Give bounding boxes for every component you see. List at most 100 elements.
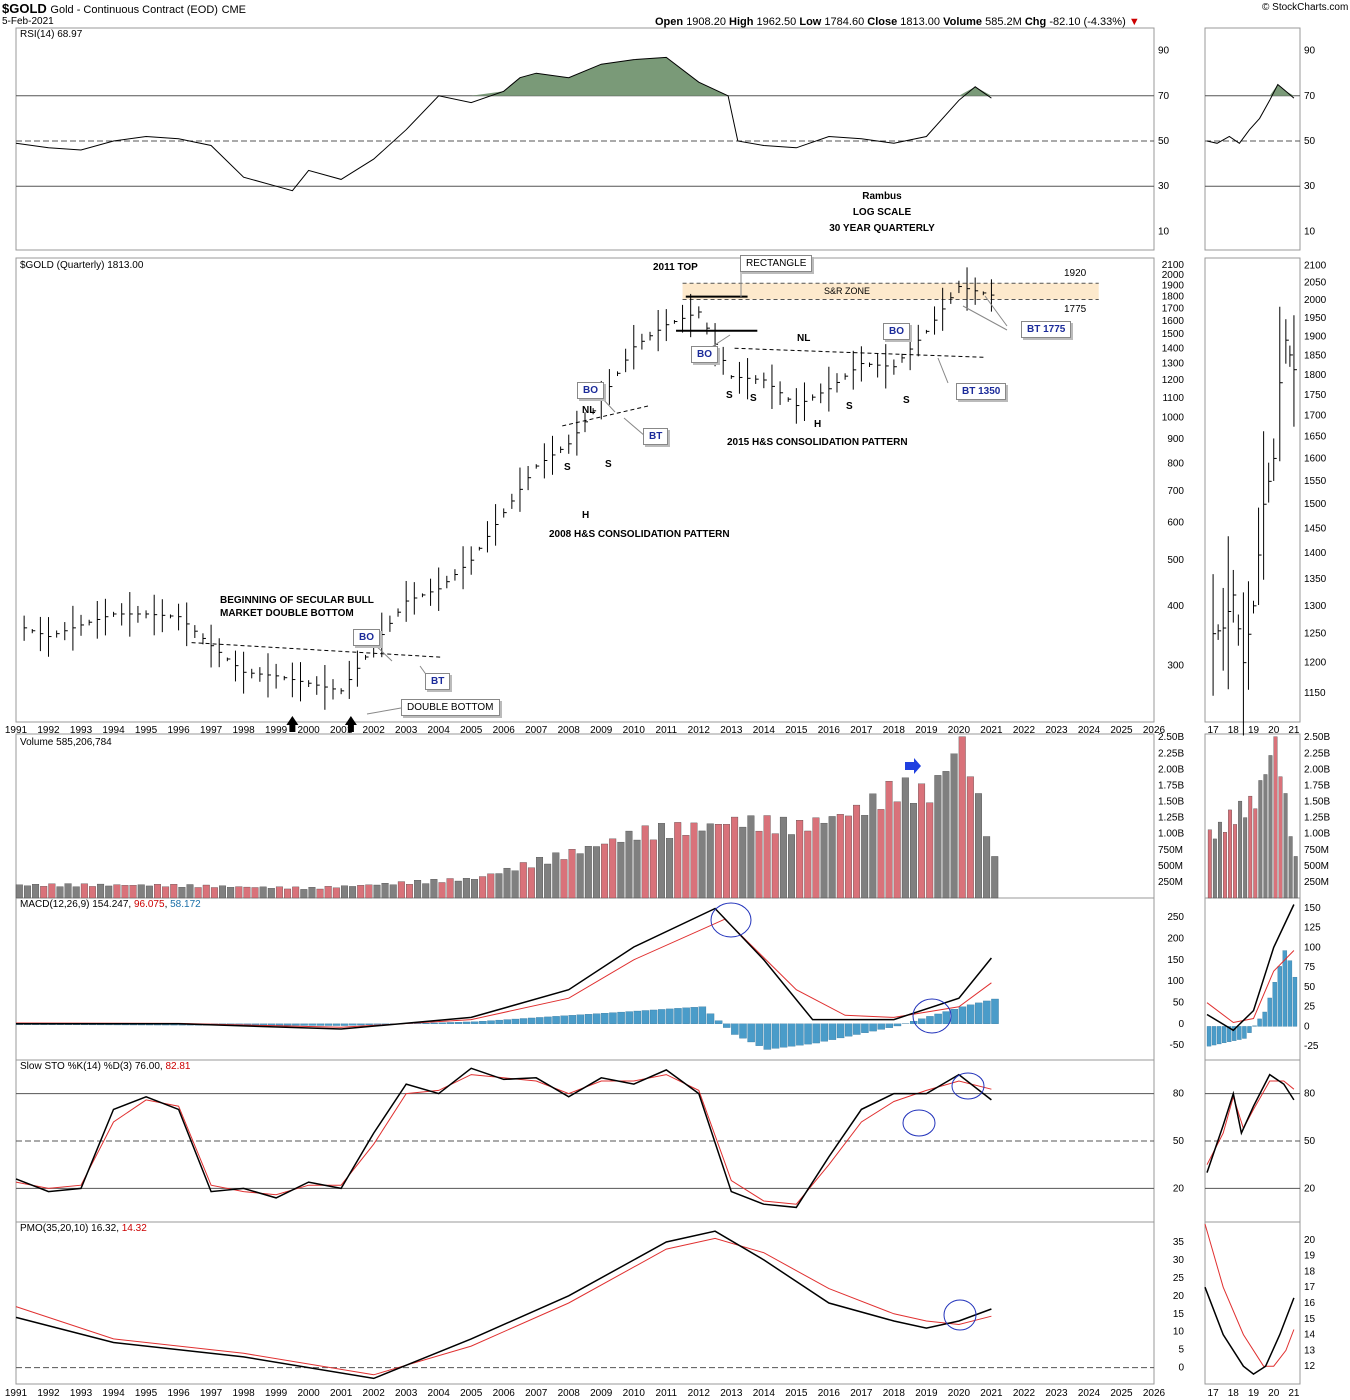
macd-hist-bar (796, 1023, 804, 1046)
bottom-x-2002: 2002 (363, 1388, 386, 1399)
high-value: 1962.50 (756, 16, 797, 28)
price-x-1999: 1999 (265, 725, 288, 736)
volume-inset-bar (1228, 809, 1232, 899)
rsi-inset-tick-30: 30 (1304, 181, 1316, 192)
bt-1775-callout: BT 1775 (1021, 321, 1072, 338)
bottom-inset-x-19: 19 (1248, 1388, 1260, 1399)
price-x-1992: 1992 (37, 725, 60, 736)
close-label: Close (867, 16, 898, 28)
price-inset-tick-1900: 1900 (1304, 331, 1327, 342)
macd-hist-bar (788, 1023, 796, 1047)
rambus-note: Rambus LOG SCALE 30 YEAR QUARTERLY (822, 189, 942, 237)
pmo-tick-30: 30 (1173, 1255, 1185, 1266)
price-inset-x-19: 19 (1248, 725, 1260, 736)
macd-circle-2012 (710, 902, 752, 938)
volume-bar (170, 884, 178, 899)
volume-bar (812, 817, 820, 899)
macd-name: MACD(12,26,9) (20, 899, 90, 910)
macd-hist-bar (340, 1023, 349, 1026)
price-tick-2100: 2100 (1162, 260, 1185, 271)
macd-inset-hist-bar (1277, 966, 1282, 1027)
volume-bar (909, 803, 917, 899)
volume-bar (796, 820, 804, 899)
pmo-signal-value: 14.32 (121, 1223, 147, 1234)
price-x-2011: 2011 (656, 725, 678, 736)
quarterly-text: 30 YEAR QUARTERLY (829, 223, 935, 234)
volume-bar (292, 886, 300, 899)
volume-bar (869, 793, 877, 899)
macd-hist-bar (958, 1006, 967, 1024)
volume-bar (154, 884, 161, 899)
macd-hist-bar (527, 1017, 536, 1024)
secular-bull-line2: MARKET DOUBLE BOTTOM (220, 608, 354, 619)
price-tick-1400: 1400 (1162, 343, 1185, 354)
bottom-x-2004: 2004 (428, 1388, 451, 1399)
macd-hist-bar (454, 1022, 463, 1024)
macd-hist-bar (844, 1023, 853, 1037)
volume-bar (162, 886, 170, 899)
macd-hist-bar (828, 1023, 837, 1040)
rsi-inset-tick-50: 50 (1304, 136, 1316, 147)
level-1920: 1920 (1064, 268, 1087, 279)
volume-bar (836, 814, 844, 899)
bottom-x-2016: 2016 (818, 1388, 841, 1399)
volume-bar (422, 883, 430, 899)
rsi-tick-10: 10 (1158, 226, 1170, 237)
volume-bar (779, 816, 787, 899)
pmo-inset-tick-16: 16 (1304, 1298, 1316, 1309)
volume-bar (592, 846, 600, 899)
volume-bar (202, 884, 210, 899)
volume-bar (503, 867, 511, 899)
macd-hist-bar (706, 1013, 715, 1024)
volume-bar (918, 783, 926, 899)
bottom-x-2008: 2008 (558, 1388, 581, 1399)
price-inset-tick-1150: 1150 (1304, 688, 1326, 699)
volume-tick-1.25B: 1.25B (1158, 813, 1184, 824)
pmo-panel-frame (15, 1221, 1155, 1385)
price-panel-frame (15, 257, 1155, 723)
macd-tick--50: -50 (1170, 1040, 1185, 1051)
volume-bar (381, 883, 389, 899)
macd-inset-tick-25: 25 (1304, 1002, 1316, 1013)
macd-tick-100: 100 (1167, 976, 1184, 987)
volume-bar (576, 853, 584, 899)
rsi-tick-70: 70 (1158, 91, 1170, 102)
volume-bar (324, 886, 332, 899)
macd-inset-tick-50: 50 (1304, 982, 1316, 993)
callout-pointer-5 (623, 417, 646, 437)
bottom-x-1991: 1991 (5, 1388, 28, 1399)
volume-arrow-icon (905, 758, 921, 774)
sto-circle-2020 (951, 1072, 985, 1100)
volume-bar (194, 887, 202, 899)
s-2008-left: S (564, 462, 571, 473)
volume-bar (788, 834, 795, 899)
bottom-x-2019: 2019 (915, 1388, 938, 1399)
ohlc-summary: Open 1908.20 High 1962.50 Low 1784.60 Cl… (655, 16, 1140, 28)
h-2015: H (814, 419, 822, 430)
price-inset-tick-2100: 2100 (1304, 260, 1327, 271)
pmo-inset-tick-18: 18 (1304, 1266, 1316, 1277)
bo-callout-2009: BO (577, 382, 604, 399)
macd-hist-bar (747, 1023, 755, 1043)
macd-hist-bar (820, 1023, 829, 1042)
price-tick-400: 400 (1167, 601, 1184, 612)
macd-tick-200: 200 (1167, 933, 1184, 944)
sto-inset-k (1206, 1073, 1295, 1173)
price-x-2018: 2018 (883, 725, 906, 736)
sto-k-value: 76.00 (134, 1061, 160, 1072)
neckline-2008 (562, 405, 651, 427)
rsi-inset-tick-10: 10 (1304, 226, 1316, 237)
price-x-2008: 2008 (558, 725, 581, 736)
macd-hist-bar (641, 1010, 650, 1024)
price-x-2004: 2004 (428, 725, 451, 736)
volume-tick-1.75B: 1.75B (1158, 780, 1184, 791)
volume-inset-bar (1263, 774, 1268, 899)
volume-bar (625, 830, 633, 899)
macd-inset-tick-125: 125 (1304, 923, 1321, 934)
bottom-inset-x-17: 17 (1208, 1388, 1220, 1399)
volume-inset-bar (1248, 795, 1253, 899)
volume-bar (64, 883, 72, 899)
price-tick-1000: 1000 (1162, 413, 1185, 424)
price-inset-x-17: 17 (1208, 725, 1220, 736)
bottom-x-2013: 2013 (720, 1388, 743, 1399)
